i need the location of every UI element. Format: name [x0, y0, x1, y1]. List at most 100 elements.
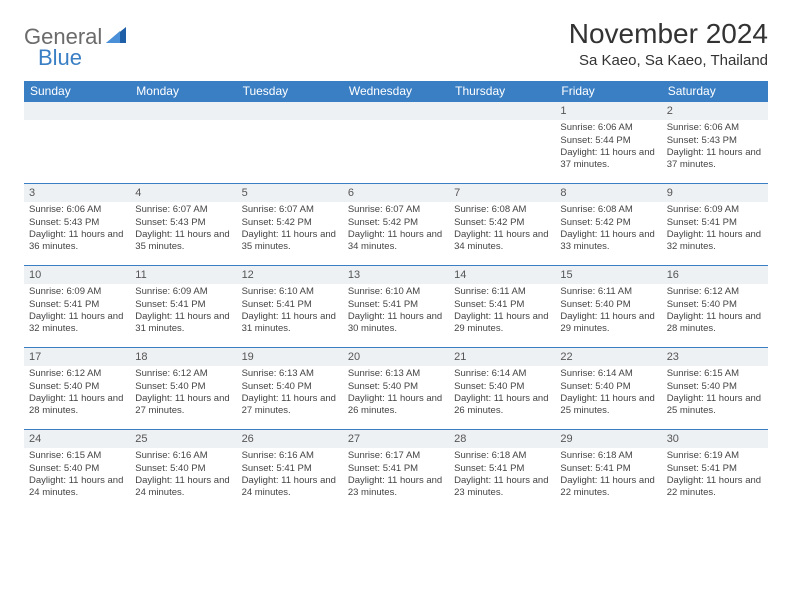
sunset-line: Sunset: 5:41 PM: [29, 299, 125, 311]
daylight-line: Daylight: 11 hours and 35 minutes.: [135, 229, 231, 254]
sunrise-line: Sunrise: 6:15 AM: [667, 368, 763, 380]
daylight-line: Daylight: 11 hours and 28 minutes.: [667, 311, 763, 336]
calendar-day-cell: 5Sunrise: 6:07 AMSunset: 5:42 PMDaylight…: [237, 184, 343, 266]
sunrise-line: Sunrise: 6:06 AM: [560, 122, 656, 134]
sunrise-line: Sunrise: 6:16 AM: [242, 450, 338, 462]
sunrise-line: Sunrise: 6:10 AM: [348, 286, 444, 298]
daylight-line: Daylight: 11 hours and 26 minutes.: [348, 393, 444, 418]
calendar-day-cell: [343, 102, 449, 184]
day-number: 19: [237, 348, 343, 366]
calendar-day-cell: 11Sunrise: 6:09 AMSunset: 5:41 PMDayligh…: [130, 266, 236, 348]
sunset-line: Sunset: 5:40 PM: [135, 463, 231, 475]
sunrise-line: Sunrise: 6:06 AM: [667, 122, 763, 134]
day-number: 18: [130, 348, 236, 366]
sunset-line: Sunset: 5:42 PM: [242, 217, 338, 229]
sunrise-line: Sunrise: 6:15 AM: [29, 450, 125, 462]
weekday-header: Saturday: [662, 81, 768, 102]
sunrise-line: Sunrise: 6:06 AM: [29, 204, 125, 216]
calendar-day-cell: 22Sunrise: 6:14 AMSunset: 5:40 PMDayligh…: [555, 348, 661, 430]
sunset-line: Sunset: 5:40 PM: [29, 463, 125, 475]
sunrise-line: Sunrise: 6:10 AM: [242, 286, 338, 298]
sunset-line: Sunset: 5:40 PM: [667, 381, 763, 393]
day-number: 23: [662, 348, 768, 366]
calendar-day-cell: 2 Sunrise: 6:06 AMSunset: 5:43 PMDaylight…: [662, 102, 768, 184]
daylight-line: Daylight: 11 hours and 30 minutes.: [348, 311, 444, 336]
calendar-day-cell: [237, 102, 343, 184]
calendar-day-cell: 23 Sunrise: 6:15 AMSunset: 5:40 PMDayligh…: [662, 348, 768, 430]
daylight-line: Daylight: 11 hours and 31 minutes.: [135, 311, 231, 336]
calendar-day-cell: [449, 102, 555, 184]
calendar-day-cell: 12Sunrise: 6:10 AMSunset: 5:41 PMDayligh…: [237, 266, 343, 348]
sunset-line: Sunset: 5:43 PM: [135, 217, 231, 229]
daylight-line: Daylight: 11 hours and 24 minutes.: [29, 475, 125, 500]
sunrise-line: Sunrise: 6:17 AM: [348, 450, 444, 462]
daylight-line: Daylight: 11 hours and 24 minutes.: [135, 475, 231, 500]
empty-day-header: [449, 102, 555, 120]
calendar-day-cell: 29Sunrise: 6:18 AMSunset: 5:41 PMDayligh…: [555, 430, 661, 512]
calendar-day-cell: 16Sunrise: 6:12 AMSunset: 5:40 PMDayligh…: [662, 266, 768, 348]
daylight-line: Daylight: 11 hours and 31 minutes.: [242, 311, 338, 336]
day-number: 6: [343, 184, 449, 202]
sunset-line: Sunset: 5:40 PM: [667, 299, 763, 311]
sunrise-line: Sunrise: 6:11 AM: [560, 286, 656, 298]
calendar-day-cell: 10Sunrise: 6:09 AMSunset: 5:41 PMDayligh…: [24, 266, 130, 348]
daylight-line: Daylight: 11 hours and 25 minutes.: [667, 393, 763, 418]
day-number: 16: [662, 266, 768, 284]
calendar-table: SundayMondayTuesdayWednesdayThursdayFrid…: [24, 81, 768, 512]
sunset-line: Sunset: 5:41 PM: [667, 463, 763, 475]
sunset-line: Sunset: 5:40 PM: [135, 381, 231, 393]
sunrise-line: Sunrise: 6:09 AM: [667, 204, 763, 216]
sunrise-line: Sunrise: 6:19 AM: [667, 450, 763, 462]
sunset-line: Sunset: 5:40 PM: [560, 381, 656, 393]
day-number: 2: [662, 102, 768, 120]
sunset-line: Sunset: 5:43 PM: [667, 135, 763, 147]
daylight-line: Daylight: 11 hours and 33 minutes.: [560, 229, 656, 254]
calendar-day-cell: 26Sunrise: 6:16 AMSunset: 5:41 PMDayligh…: [237, 430, 343, 512]
weekday-header: Wednesday: [343, 81, 449, 102]
calendar-day-cell: 17Sunrise: 6:12 AMSunset: 5:40 PMDayligh…: [24, 348, 130, 430]
calendar-day-cell: 13Sunrise: 6:10 AMSunset: 5:41 PMDayligh…: [343, 266, 449, 348]
sunrise-line: Sunrise: 6:13 AM: [348, 368, 444, 380]
weekday-header: Monday: [130, 81, 236, 102]
daylight-line: Daylight: 11 hours and 34 minutes.: [348, 229, 444, 254]
calendar-day-cell: 6Sunrise: 6:07 AMSunset: 5:42 PMDaylight…: [343, 184, 449, 266]
sunrise-line: Sunrise: 6:13 AM: [242, 368, 338, 380]
daylight-line: Daylight: 11 hours and 24 minutes.: [242, 475, 338, 500]
sunset-line: Sunset: 5:40 PM: [348, 381, 444, 393]
sunset-line: Sunset: 5:44 PM: [560, 135, 656, 147]
calendar-day-cell: 30Sunrise: 6:19 AMSunset: 5:41 PMDayligh…: [662, 430, 768, 512]
sunset-line: Sunset: 5:40 PM: [29, 381, 125, 393]
calendar-week-row: 17Sunrise: 6:12 AMSunset: 5:40 PMDayligh…: [24, 348, 768, 430]
day-number: 14: [449, 266, 555, 284]
sunrise-line: Sunrise: 6:12 AM: [29, 368, 125, 380]
calendar-day-cell: 24 Sunrise: 6:15 AMSunset: 5:40 PMDayligh…: [24, 430, 130, 512]
sunrise-line: Sunrise: 6:07 AM: [242, 204, 338, 216]
day-number: 7: [449, 184, 555, 202]
sunrise-line: Sunrise: 6:14 AM: [454, 368, 550, 380]
sunset-line: Sunset: 5:42 PM: [560, 217, 656, 229]
daylight-line: Daylight: 11 hours and 29 minutes.: [454, 311, 550, 336]
sunset-line: Sunset: 5:41 PM: [560, 463, 656, 475]
day-number: 24: [24, 430, 130, 448]
calendar-day-cell: 8Sunrise: 6:08 AMSunset: 5:42 PMDaylight…: [555, 184, 661, 266]
sunset-line: Sunset: 5:41 PM: [242, 463, 338, 475]
day-number: 28: [449, 430, 555, 448]
sunrise-line: Sunrise: 6:16 AM: [135, 450, 231, 462]
calendar-day-cell: 14Sunrise: 6:11 AMSunset: 5:41 PMDayligh…: [449, 266, 555, 348]
sunset-line: Sunset: 5:41 PM: [348, 463, 444, 475]
sunrise-line: Sunrise: 6:07 AM: [135, 204, 231, 216]
sunrise-line: Sunrise: 6:08 AM: [454, 204, 550, 216]
daylight-line: Daylight: 11 hours and 32 minutes.: [667, 229, 763, 254]
sunset-line: Sunset: 5:40 PM: [560, 299, 656, 311]
daylight-line: Daylight: 11 hours and 37 minutes.: [667, 147, 763, 172]
calendar-day-cell: [130, 102, 236, 184]
calendar-week-row: 10Sunrise: 6:09 AMSunset: 5:41 PMDayligh…: [24, 266, 768, 348]
day-number: 4: [130, 184, 236, 202]
day-number: 10: [24, 266, 130, 284]
calendar-day-cell: 27Sunrise: 6:17 AMSunset: 5:41 PMDayligh…: [343, 430, 449, 512]
daylight-line: Daylight: 11 hours and 27 minutes.: [135, 393, 231, 418]
empty-day-header: [237, 102, 343, 120]
weekday-header-row: SundayMondayTuesdayWednesdayThursdayFrid…: [24, 81, 768, 102]
daylight-line: Daylight: 11 hours and 22 minutes.: [667, 475, 763, 500]
calendar-day-cell: 28Sunrise: 6:18 AMSunset: 5:41 PMDayligh…: [449, 430, 555, 512]
